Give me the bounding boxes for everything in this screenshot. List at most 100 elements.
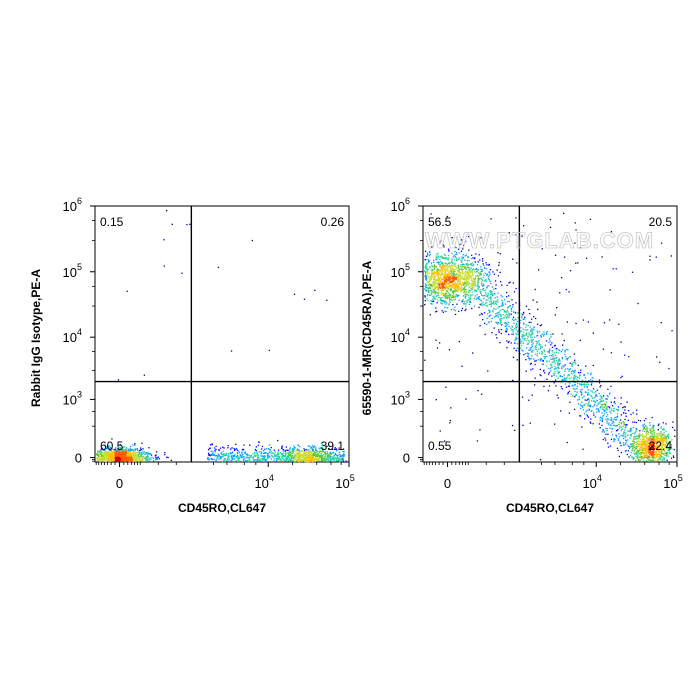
event-dot [436, 279, 439, 281]
event-dot [618, 423, 620, 426]
event-dot [613, 407, 615, 410]
event-dot [480, 274, 482, 276]
event-dot [434, 279, 437, 282]
event-dot [574, 369, 576, 371]
event-dot [285, 455, 287, 457]
event-dot [327, 458, 329, 461]
event-dot [206, 458, 209, 460]
event-dot [660, 438, 663, 440]
event-dot [517, 333, 520, 335]
event-dot [277, 439, 279, 442]
event-dot [554, 352, 556, 354]
event-dot [432, 282, 434, 285]
event-dot [123, 446, 125, 448]
event-dot [254, 452, 256, 455]
event-dot [451, 258, 453, 260]
event-dot [452, 278, 454, 280]
event-dot [426, 273, 429, 275]
event-dot [117, 452, 119, 454]
event-dot [557, 370, 559, 372]
event-dot [659, 445, 662, 447]
event-dot [209, 444, 212, 446]
event-dot [561, 379, 563, 382]
event-dot [598, 382, 601, 384]
event-dot [666, 434, 669, 436]
event-dot [455, 268, 457, 270]
event-dot [551, 361, 553, 363]
event-dot [649, 428, 651, 430]
event-dot [303, 458, 305, 460]
event-dot [523, 331, 525, 334]
event-dot [449, 282, 451, 284]
event-dot [498, 311, 501, 313]
event-dot [451, 295, 453, 297]
event-dot [145, 460, 147, 462]
event-dot [585, 410, 587, 413]
event-dot [637, 419, 640, 422]
event-dot [500, 321, 502, 323]
event-dot [437, 294, 439, 296]
event-dot [633, 452, 635, 454]
event-dot [578, 396, 580, 398]
event-dot [312, 457, 314, 459]
event-dot [492, 294, 494, 296]
event-dot [543, 356, 545, 358]
event-dot [497, 307, 499, 309]
event-dot [470, 301, 472, 303]
event-dot [473, 287, 475, 289]
event-dot [574, 381, 576, 384]
event-dot [427, 299, 429, 302]
event-dot [483, 267, 486, 269]
event-dot [491, 286, 493, 288]
event-dot [645, 456, 647, 458]
event-dot [639, 420, 642, 422]
event-dot [572, 385, 574, 387]
event-dot [142, 448, 144, 450]
event-dot [588, 409, 590, 411]
event-dot [135, 457, 137, 459]
event-dot [145, 456, 148, 458]
event-dot [252, 459, 255, 461]
event-dot [130, 452, 132, 454]
event-dot [532, 349, 534, 351]
event-dot [437, 268, 439, 270]
event-dot [658, 459, 660, 461]
event-dot [589, 406, 591, 408]
event-dot [472, 285, 474, 288]
event-dot [126, 457, 128, 459]
event-dot [277, 455, 279, 457]
event-dot [647, 455, 649, 457]
event-dot [140, 453, 142, 456]
event-dot [594, 416, 597, 418]
event-dot [513, 319, 515, 322]
event-dot [480, 278, 483, 280]
event-dot [580, 405, 582, 407]
event-dot [588, 401, 590, 403]
event-dot [608, 424, 610, 426]
event-dot [445, 281, 447, 283]
event-dot [152, 457, 155, 459]
event-dot [284, 457, 287, 460]
event-dot [469, 269, 471, 272]
event-dot [460, 288, 463, 290]
event-dot [569, 401, 571, 403]
event-dot [451, 291, 453, 293]
event-dot [648, 448, 650, 450]
event-dot [322, 460, 324, 462]
event-dot [607, 414, 609, 416]
event-dot [437, 282, 440, 284]
event-dot [448, 265, 451, 267]
event-dot [441, 268, 443, 270]
event-dot [334, 447, 336, 449]
event-dot [436, 283, 438, 285]
event-dot [642, 433, 644, 435]
event-dot [295, 458, 297, 461]
event-dot [589, 421, 591, 423]
event-dot [452, 295, 454, 297]
event-dot [543, 370, 545, 372]
event-dot [503, 311, 505, 313]
event-dot [491, 317, 493, 319]
event-dot [563, 366, 565, 368]
event-dot [477, 288, 479, 290]
event-dot [454, 298, 456, 300]
